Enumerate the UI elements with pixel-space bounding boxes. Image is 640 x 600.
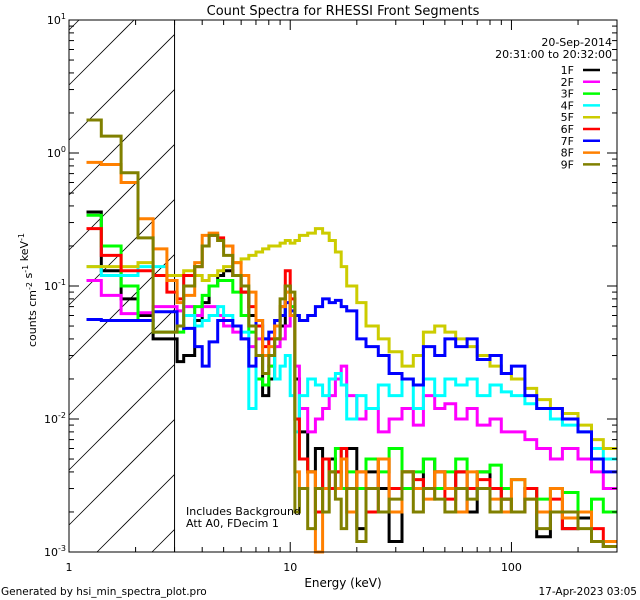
chart-title: Count Spectra for RHESSI Front Segments	[207, 4, 480, 19]
legend-label-6F: 6F	[561, 123, 574, 136]
y-tick-label: 101	[47, 12, 66, 27]
legend-label-3F: 3F	[561, 88, 574, 101]
hatch-line	[68, 19, 135, 86]
legend-label-4F: 4F	[561, 99, 574, 112]
series-line-4F	[86, 265, 617, 461]
y-tick-label: 10-2	[44, 411, 66, 426]
series-group	[86, 118, 617, 554]
plot-frame	[68, 19, 618, 553]
series-line-2F	[86, 279, 617, 490]
x-tick-label: 10	[283, 561, 297, 574]
legend-date: 20-Sep-2014	[541, 36, 612, 49]
x-axis-label: Energy (keV)	[304, 576, 381, 590]
hatch-line	[96, 474, 175, 553]
hatch-line	[68, 419, 175, 526]
annotation-attenuator: Att A0, FDecim 1	[186, 517, 279, 530]
hatch-line	[68, 309, 175, 416]
legend-label-7F: 7F	[561, 135, 574, 148]
annotation-background: Includes Background	[186, 505, 301, 518]
legend-label-1F: 1F	[561, 64, 574, 77]
y-tick-label: 10-3	[44, 544, 66, 559]
footer-generated-by: Generated by hsi_min_spectra_plot.pro	[1, 586, 207, 598]
series-line-7F	[86, 297, 617, 474]
legend-time-range: 20:31:00 to 20:32:00	[495, 48, 612, 61]
footer-timestamp: 17-Apr-2023 03:05	[538, 586, 637, 598]
x-tick-label: 100	[501, 561, 522, 574]
hatch-line	[68, 34, 175, 141]
hatch-line	[68, 19, 80, 31]
legend-label-9F: 9F	[561, 158, 574, 171]
y-tick-labels: 10-3 10-2 10-1 100 101	[44, 12, 66, 559]
legend-label-8F: 8F	[561, 147, 574, 160]
hatch-line	[68, 364, 175, 471]
y-tick-label: 100	[47, 145, 66, 160]
y-tick-label: 10-1	[44, 278, 66, 293]
x-tick-labels: 1 10 100	[66, 561, 522, 574]
hatch-line	[68, 144, 175, 251]
legend-label-5F: 5F	[561, 111, 574, 124]
hatch-line	[151, 529, 175, 553]
x-tick-label: 1	[66, 561, 73, 574]
y-axis-label: counts cm-2 s-1 keV-1	[17, 233, 39, 347]
series-line-9F	[86, 118, 617, 548]
legend-label-2F: 2F	[561, 76, 574, 89]
axis-ticks	[68, 20, 618, 553]
